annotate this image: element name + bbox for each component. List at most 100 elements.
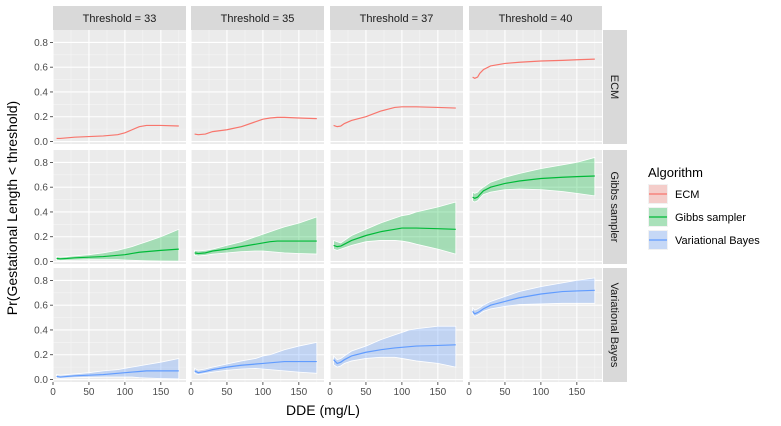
x-tick-label: 50 [221,387,233,398]
x-tick-label: 100 [533,387,550,398]
y-tick-label: 0.8 [34,276,48,287]
strip-label: Threshold = 37 [360,13,434,25]
strip-background [191,6,324,30]
series-line [56,248,179,260]
confidence-band [472,277,596,317]
x-tick-label: 0 [50,387,56,398]
confidence-band [333,325,457,368]
legend-label: Gibbs sampler [675,212,746,224]
series-line [472,175,595,199]
y-tick-label: 0.4 [34,87,48,98]
x-tick-label: 100 [394,387,411,398]
panel-background [469,268,602,382]
panel-background [191,268,324,382]
x-tick-label: 150 [152,387,169,398]
panel-background [191,30,324,144]
panel-gibbs-sampler-threshold-33: 0.0 0.2 0.4 0.6 0.8 [34,150,186,268]
series-line [56,124,179,140]
panel-variational-bayes-threshold-35: 0 50 100 150 [188,268,324,398]
x-tick-label: 0 [327,387,333,398]
row-strip-background [603,150,627,264]
x-tick-label: 50 [83,387,95,398]
y-tick-label: 0.0 [34,375,48,386]
y-tick-label: 0.8 [34,38,48,49]
panel-ecm-threshold-40 [468,30,602,144]
panel-background [330,30,463,144]
panel-background [53,268,186,382]
panels-layer: Threshold = 33 Threshold = 35 Threshold = … [34,6,627,398]
strip-threshold-40: Threshold = 40 [469,6,602,30]
panel-gibbs-sampler-threshold-40 [468,150,602,264]
panel-ecm-threshold-37 [329,30,463,144]
strip-threshold-33: Threshold = 33 [53,6,186,30]
y-tick-label: 0.6 [34,183,48,194]
y-tick-label: 0.2 [34,350,48,361]
row-strip-label: Variational Bayes [608,283,620,368]
row-strip-background [603,30,627,144]
panel-background [191,150,324,264]
panel-background [469,30,602,144]
y-axis-title: Pr(Gestational Length < threshold) [4,101,20,315]
y-tick-label: 0.0 [34,137,48,148]
series-line [194,360,317,374]
strip-label: Threshold = 35 [221,13,295,25]
x-tick-label: 50 [360,387,372,398]
series-line [333,106,456,128]
x-axis-title: DDE (mg/L) [286,402,360,418]
y-tick-label: 0.4 [34,207,48,218]
y-tick-label: 0.8 [34,158,48,169]
series-line [333,344,456,365]
row-strip-label: Gibbs sampler [608,172,620,243]
row-strip-variational-bayes: Variational Bayes [603,268,627,382]
x-tick-label: 150 [568,387,585,398]
x-tick-label: 50 [499,387,511,398]
panel-ecm-threshold-33: 0.0 0.2 0.4 0.6 0.8 [34,30,186,148]
row-strip-ecm: ECM [603,30,627,144]
row-strip-label: ECM [608,75,620,99]
legend-label: ECM [675,189,699,201]
x-tick-label: 100 [117,387,134,398]
legend-item-variational-bayes: Variational Bayes [648,230,760,250]
legend-item-ecm: ECM [648,184,699,204]
panel-background [469,150,602,264]
y-tick-label: 0.0 [34,257,48,268]
strip-label: Threshold = 33 [83,13,157,25]
y-tick-label: 0.2 [34,112,48,123]
x-tick-label: 150 [290,387,307,398]
strip-threshold-37: Threshold = 37 [330,6,463,30]
series-line [56,370,179,378]
series-line [194,116,317,136]
strip-background [469,6,602,30]
row-strip-background [603,268,627,382]
x-tick-label: 100 [255,387,272,398]
panel-ecm-threshold-35 [190,30,324,144]
confidence-band [333,201,457,255]
row-strip-gibbs-sampler: Gibbs sampler [603,150,627,264]
legend-title: Algorithm [648,165,703,180]
y-tick-label: 0.2 [34,232,48,243]
confidence-band [194,216,318,257]
strip-label: Threshold = 40 [499,13,573,25]
panel-gibbs-sampler-threshold-37 [329,150,463,264]
x-tick-label: 150 [429,387,446,398]
series-line [472,289,595,315]
x-tick-label: 0 [466,387,472,398]
legend: Algorithm ECM Gibbs sampler Variational Ba… [648,165,760,250]
panel-variational-bayes-threshold-37: 0 50 100 150 [327,268,463,398]
series-line [333,227,456,248]
x-tick-label: 0 [188,387,194,398]
y-tick-label: 0.6 [34,301,48,312]
panel-gibbs-sampler-threshold-35 [190,150,324,264]
panel-background [330,268,463,382]
y-tick-label: 0.6 [34,63,48,74]
strip-background [53,6,186,30]
confidence-band [56,228,180,262]
confidence-band [56,357,180,380]
panel-variational-bayes-threshold-40: 0 50 100 150 [466,268,602,398]
y-tick-label: 0.4 [34,325,48,336]
legend-label: Variational Bayes [675,235,760,247]
panel-background [53,30,186,144]
strip-threshold-35: Threshold = 35 [191,6,324,30]
legend-item-gibbs-sampler: Gibbs sampler [648,207,746,227]
